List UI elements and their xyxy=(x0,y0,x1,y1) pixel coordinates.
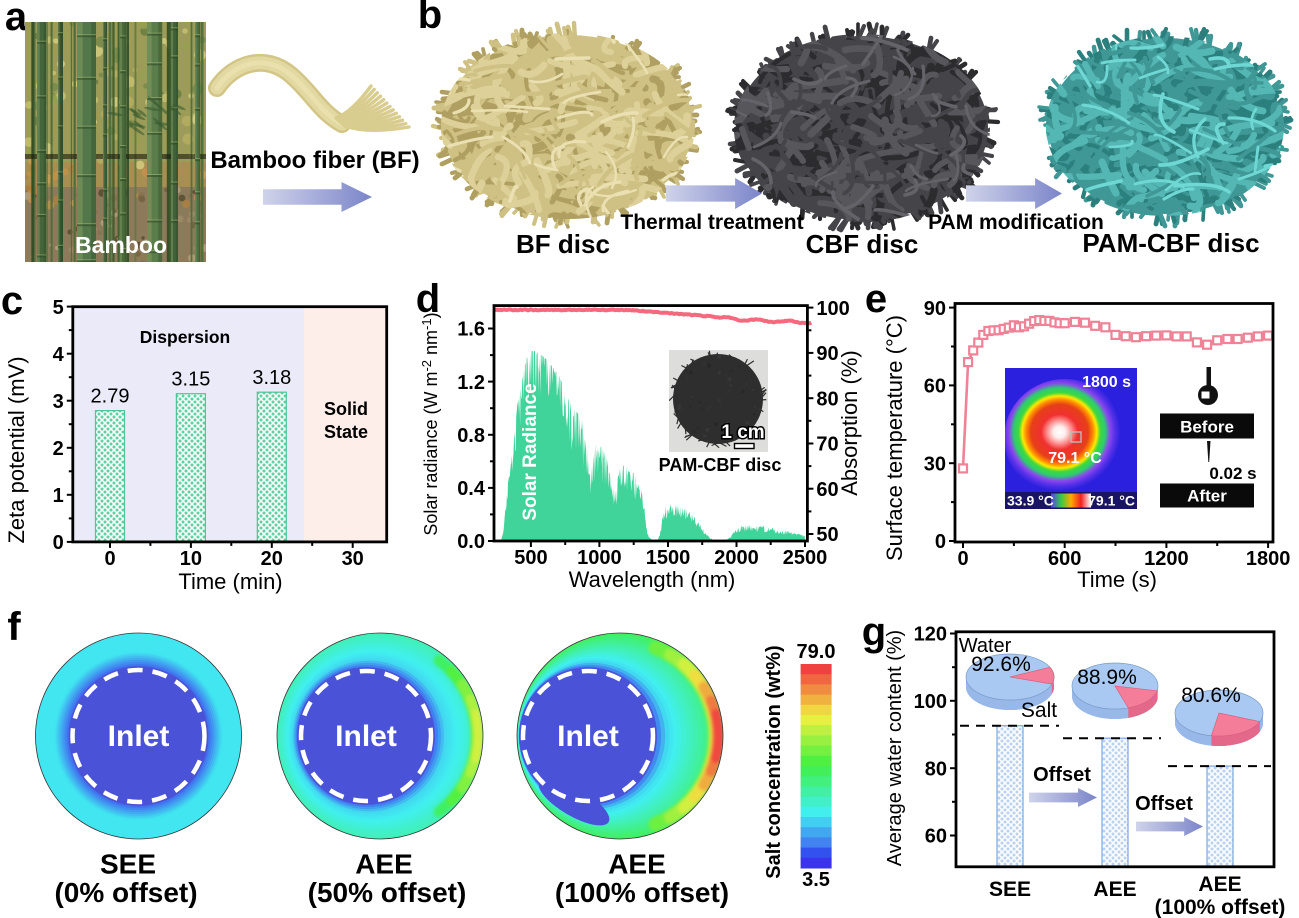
svg-text:Thermal treatment: Thermal treatment xyxy=(620,211,803,234)
svg-text:60: 60 xyxy=(924,376,946,398)
svg-text:0: 0 xyxy=(935,531,946,553)
svg-text:0.8: 0.8 xyxy=(457,425,485,447)
svg-text:a: a xyxy=(5,0,28,39)
svg-text:f: f xyxy=(7,605,21,649)
svg-text:BF disc: BF disc xyxy=(516,229,610,259)
svg-text:Absorption (%): Absorption (%) xyxy=(837,350,862,496)
svg-text:1.6: 1.6 xyxy=(457,319,485,341)
svg-text:1800: 1800 xyxy=(1246,548,1291,570)
svg-text:AEE: AEE xyxy=(355,849,413,880)
svg-text:Average water content (%): Average water content (%) xyxy=(884,630,906,866)
svg-text:AEE: AEE xyxy=(1093,878,1136,901)
svg-text:(50% offset): (50% offset) xyxy=(308,877,467,908)
svg-text:Inlet: Inlet xyxy=(335,720,397,753)
svg-text:1200: 1200 xyxy=(1144,548,1189,570)
svg-text:g: g xyxy=(862,610,886,654)
svg-text:PAM-CBF disc: PAM-CBF disc xyxy=(659,455,782,475)
svg-text:20: 20 xyxy=(261,548,283,570)
svg-text:(0% offset): (0% offset) xyxy=(54,877,197,908)
svg-text:Bamboo: Bamboo xyxy=(75,232,167,258)
svg-text:120: 120 xyxy=(914,624,947,646)
svg-text:0.02 s: 0.02 s xyxy=(1209,464,1256,483)
svg-text:c: c xyxy=(1,279,23,323)
svg-text:1500: 1500 xyxy=(646,547,691,569)
svg-text:100: 100 xyxy=(816,298,849,320)
svg-text:50: 50 xyxy=(816,524,838,546)
svg-text:0: 0 xyxy=(104,548,115,570)
svg-text:10: 10 xyxy=(180,548,202,570)
svg-text:30: 30 xyxy=(342,548,364,570)
svg-text:Offset: Offset xyxy=(1135,793,1193,815)
svg-text:Inlet: Inlet xyxy=(557,720,619,753)
svg-text:30: 30 xyxy=(924,453,946,475)
svg-text:0: 0 xyxy=(957,548,968,570)
svg-text:Salt concentration (wt%): Salt concentration (wt%) xyxy=(763,645,785,878)
svg-text:1000: 1000 xyxy=(577,547,622,569)
svg-text:SEE: SEE xyxy=(100,849,156,880)
svg-text:AEE: AEE xyxy=(608,849,666,880)
svg-text:Surface temperature (°C): Surface temperature (°C) xyxy=(882,315,907,561)
svg-text:1: 1 xyxy=(53,485,64,507)
svg-text:3.18: 3.18 xyxy=(252,367,291,389)
svg-text:2500: 2500 xyxy=(783,547,828,569)
svg-text:4: 4 xyxy=(53,344,65,366)
svg-text:0.0: 0.0 xyxy=(457,531,485,553)
svg-text:500: 500 xyxy=(514,547,547,569)
svg-text:Zeta potential (mV): Zeta potential (mV) xyxy=(4,356,29,543)
svg-text:After: After xyxy=(1187,487,1227,506)
svg-text:0.4: 0.4 xyxy=(457,478,486,500)
svg-text:60: 60 xyxy=(816,479,838,501)
svg-text:90: 90 xyxy=(924,298,946,320)
svg-text:SEE: SEE xyxy=(989,878,1031,901)
svg-text:60: 60 xyxy=(925,826,947,848)
svg-text:1 cm: 1 cm xyxy=(721,422,764,443)
svg-text:(100% offset): (100% offset) xyxy=(555,877,729,908)
svg-text:5: 5 xyxy=(53,297,64,319)
svg-text:Solar Radiance: Solar Radiance xyxy=(520,383,541,520)
svg-text:2: 2 xyxy=(53,438,64,460)
svg-text:Offset: Offset xyxy=(1033,764,1091,786)
svg-text:Time (min): Time (min) xyxy=(178,569,282,594)
svg-text:1.2: 1.2 xyxy=(457,372,485,394)
svg-text:79.0: 79.0 xyxy=(797,641,836,663)
svg-text:92.6%: 92.6% xyxy=(971,653,1031,676)
svg-text:e: e xyxy=(865,277,887,321)
svg-text:90: 90 xyxy=(816,343,838,365)
svg-text:79.1 °C: 79.1 °C xyxy=(1088,493,1135,509)
svg-text:State: State xyxy=(324,422,368,442)
svg-text:2.79: 2.79 xyxy=(91,386,130,408)
svg-text:33.9 °C: 33.9 °C xyxy=(1007,493,1054,509)
svg-text:Water: Water xyxy=(959,635,1012,657)
svg-text:80: 80 xyxy=(816,388,838,410)
svg-text:3.5: 3.5 xyxy=(802,869,830,891)
svg-text:d: d xyxy=(416,277,440,321)
svg-text:79.1 °C: 79.1 °C xyxy=(1048,450,1102,467)
svg-text:0: 0 xyxy=(53,532,64,554)
svg-text:(100% offset): (100% offset) xyxy=(1155,896,1286,918)
svg-text:70: 70 xyxy=(816,434,838,456)
svg-text:Solar radiance (W m-2 nm-1): Solar radiance (W m-2 nm-1) xyxy=(419,312,441,535)
svg-text:600: 600 xyxy=(1048,548,1081,570)
svg-text:3.15: 3.15 xyxy=(171,369,210,391)
svg-text:AEE: AEE xyxy=(1198,873,1241,896)
svg-text:100: 100 xyxy=(914,691,947,713)
svg-text:PAM modification: PAM modification xyxy=(928,211,1104,234)
svg-text:88.9%: 88.9% xyxy=(1077,666,1137,689)
svg-text:b: b xyxy=(418,0,442,37)
svg-text:Solid: Solid xyxy=(324,399,368,419)
svg-text:Wavelength (nm): Wavelength (nm) xyxy=(569,567,736,592)
svg-text:80.6%: 80.6% xyxy=(1181,684,1241,707)
svg-text:Before: Before xyxy=(1180,418,1234,437)
svg-text:Dispersion: Dispersion xyxy=(140,327,230,347)
svg-text:Salt: Salt xyxy=(1021,699,1057,722)
svg-text:CBF disc: CBF disc xyxy=(806,229,919,259)
svg-text:3: 3 xyxy=(53,391,64,413)
svg-text:1800 s: 1800 s xyxy=(1082,374,1131,391)
svg-text:Bamboo fiber (BF): Bamboo fiber (BF) xyxy=(210,147,419,174)
svg-text:2000: 2000 xyxy=(714,547,759,569)
svg-text:Inlet: Inlet xyxy=(108,720,170,753)
svg-text:Time (s): Time (s) xyxy=(1077,567,1157,592)
svg-text:PAM-CBF disc: PAM-CBF disc xyxy=(1082,228,1259,258)
svg-text:80: 80 xyxy=(925,758,947,780)
